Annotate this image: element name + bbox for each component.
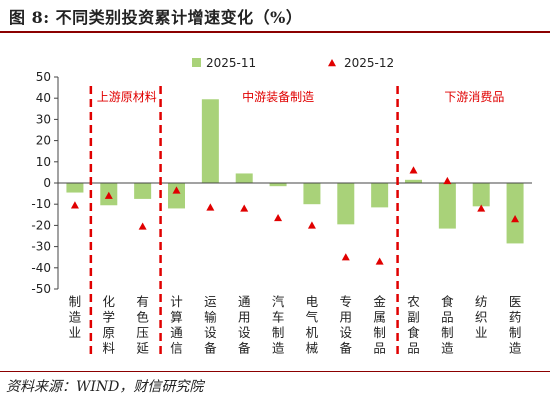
y-tick-label: 40 [36,91,51,105]
bar-2025-11-运输设备 [201,99,219,183]
x-tick-label: 计算通信 [170,294,183,356]
y-tick-label: -10 [31,197,51,211]
marker-2025-12-纺织业 [477,204,486,212]
bar-2025-11-计算通信 [168,183,185,209]
marker-2025-12-专用设备 [341,253,350,261]
y-tick-label: -50 [31,282,51,296]
y-tick-label: 30 [36,112,51,126]
bar-2025-11-医药制造 [506,183,524,244]
legend-swatch-marker [328,59,336,67]
x-tick-label: 医药制造 [509,294,522,356]
legend-swatch-bar [192,58,201,67]
marker-2025-12-计算通信 [172,186,181,194]
x-tick-label: 金属制品 [373,294,386,356]
x-tick-label: 专用设备 [340,294,353,356]
x-tick-label: 制造业 [69,294,82,340]
bar-2025-11-制造业 [66,183,84,193]
legend-label-bar: 2025-11 [206,56,256,70]
marker-2025-12-食品制造 [443,176,452,185]
group-label: 上游原材料 [97,90,157,104]
x-tick-label: 化学原料 [103,294,116,356]
y-tick-label: 10 [36,155,51,169]
marker-2025-12-金属制品 [375,257,384,265]
bar-2025-11-汽车制造 [269,183,287,187]
bar-2025-11-有色压延 [134,183,152,199]
marker-2025-12-农副食品 [409,166,418,174]
x-tick-label: 食品制造 [441,294,454,356]
y-tick-label: -40 [31,261,51,275]
y-tick-label: -20 [31,218,51,232]
marker-2025-12-电气机械 [307,221,316,229]
y-tick-label: 0 [43,176,51,190]
bar-2025-11-电气机械 [303,183,321,205]
y-tick-label: -30 [31,240,51,254]
legend-label-marker: 2025-12 [344,56,394,70]
marker-2025-12-医药制造 [511,215,520,223]
marker-2025-12-制造业 [70,201,79,209]
x-tick-label: 汽车制造 [272,294,285,356]
x-tick-label: 有色压延 [136,294,149,356]
x-tick-label: 运输设备 [204,294,217,356]
marker-2025-12-通用设备 [240,204,249,212]
x-tick-label: 纺织业 [475,294,488,340]
group-label: 下游消费品 [444,90,504,104]
source-note: 资料来源：WIND，财信研究院 [6,379,204,395]
y-tick-label: 20 [36,134,51,148]
marker-2025-12-汽车制造 [274,213,283,222]
marker-2025-12-化学原料 [104,191,113,199]
bar-2025-11-金属制品 [371,183,389,208]
title-rule [0,31,550,33]
bar-2025-11-食品制造 [438,183,456,229]
y-tick-label: 50 [36,70,51,84]
marker-2025-12-运输设备 [206,203,215,211]
bar-2025-11-专用设备 [337,183,355,225]
source-rule [0,371,550,372]
x-tick-label: 农副食品 [407,294,420,356]
marker-2025-12-有色压延 [138,222,147,230]
bar-2025-11-通用设备 [235,173,253,183]
group-label: 中游装备制造 [242,89,314,104]
figure-title: 图 8: 不同类别投资累计增速变化（%） [9,8,303,27]
x-tick-label: 通用设备 [238,294,251,356]
bar-2025-11-农副食品 [405,179,422,183]
bar-2025-11-纺织业 [472,183,490,207]
chart: 50 40 30 20 10 0 -10 -20 -30 -40 -50 上游原材料 中游装备制造 下游消… [31,56,532,356]
x-tick-label: 电气机械 [306,294,319,356]
